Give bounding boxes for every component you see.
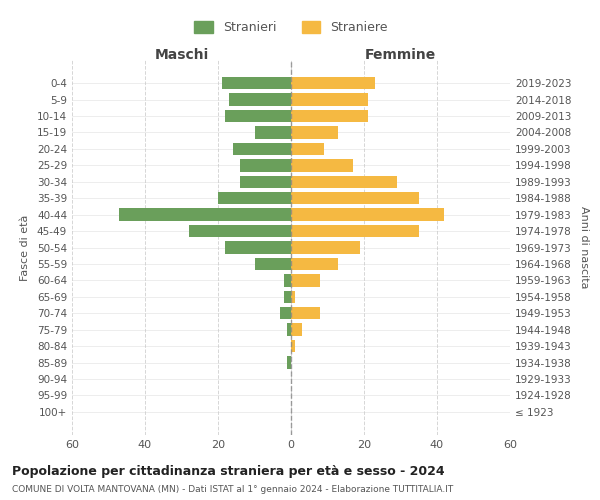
Bar — [280, 307, 291, 320]
Bar — [287, 324, 291, 336]
Bar — [291, 110, 368, 122]
Bar — [221, 77, 291, 90]
Bar — [226, 110, 291, 122]
Bar — [291, 324, 302, 336]
Bar — [240, 176, 291, 188]
Bar — [291, 94, 368, 106]
Bar — [287, 356, 291, 368]
Bar — [291, 143, 324, 155]
Bar — [291, 274, 320, 286]
Bar — [240, 159, 291, 172]
Y-axis label: Fasce di età: Fasce di età — [20, 214, 30, 280]
Text: Popolazione per cittadinanza straniera per età e sesso - 2024: Popolazione per cittadinanza straniera p… — [12, 465, 445, 478]
Bar — [291, 307, 320, 320]
Text: COMUNE DI VOLTA MANTOVANA (MN) - Dati ISTAT al 1° gennaio 2024 - Elaborazione TU: COMUNE DI VOLTA MANTOVANA (MN) - Dati IS… — [12, 485, 453, 494]
Bar — [284, 274, 291, 286]
Bar — [291, 126, 338, 138]
Bar — [291, 290, 295, 303]
Bar — [291, 77, 375, 90]
Bar — [291, 225, 419, 237]
Legend: Stranieri, Straniere: Stranieri, Straniere — [191, 18, 392, 38]
Bar — [291, 159, 353, 172]
Y-axis label: Anni di nascita: Anni di nascita — [578, 206, 589, 289]
Bar — [291, 340, 295, 352]
Bar — [291, 192, 419, 204]
Text: Maschi: Maschi — [154, 48, 209, 62]
Bar — [291, 208, 444, 221]
Bar — [254, 126, 291, 138]
Bar — [291, 176, 397, 188]
Bar — [119, 208, 291, 221]
Bar — [218, 192, 291, 204]
Bar — [189, 225, 291, 237]
Bar — [229, 94, 291, 106]
Bar — [254, 258, 291, 270]
Bar — [284, 290, 291, 303]
Bar — [233, 143, 291, 155]
Bar — [291, 258, 338, 270]
Bar — [291, 242, 361, 254]
Bar — [226, 242, 291, 254]
Text: Femmine: Femmine — [365, 48, 436, 62]
